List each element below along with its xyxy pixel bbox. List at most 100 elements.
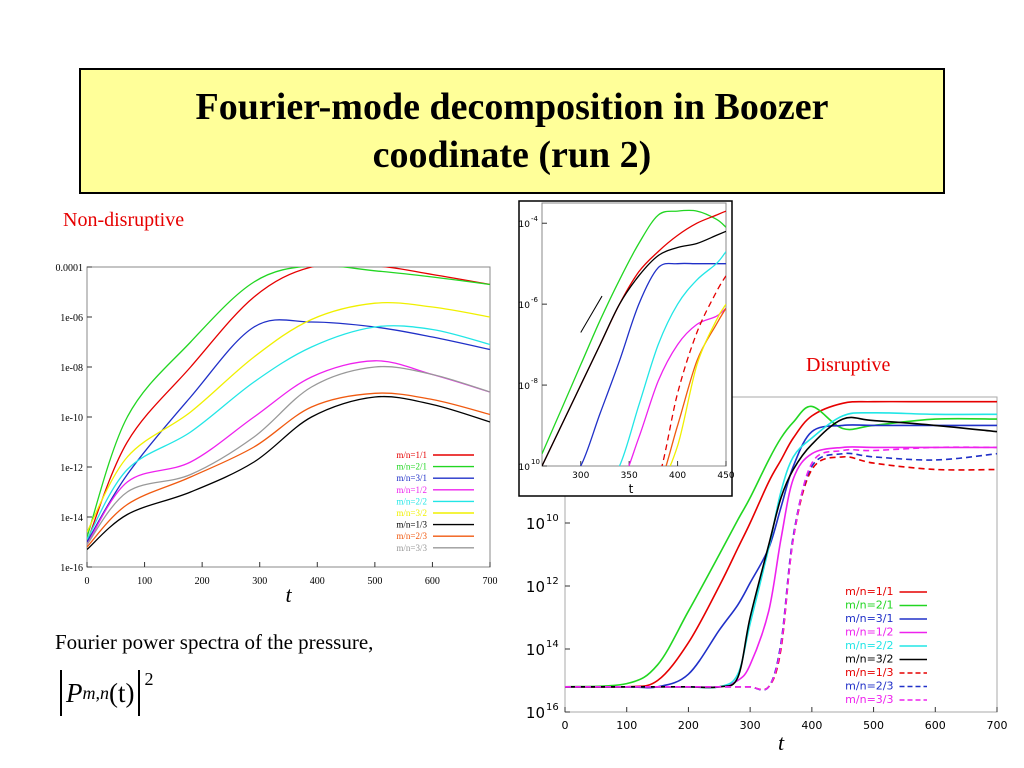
series-line-m-n-3-3 [87, 365, 490, 545]
legend-label: m/n=2/3 [845, 680, 893, 693]
x-tick-label: 200 [678, 719, 699, 732]
legend-label: m/n=1/1 [845, 585, 893, 598]
series-line-m-n-3-2 [87, 301, 490, 533]
legend-label: m/n=3/3 [845, 693, 893, 706]
x-tick-label: 300 [740, 719, 761, 732]
y-tick-exponent: 10 [531, 458, 540, 466]
plot-area [541, 202, 727, 467]
x-tick-label: 300 [572, 471, 589, 481]
x-tick-label: 400 [310, 576, 325, 587]
x-tick-label: 600 [425, 576, 440, 587]
y-tick-base: 10 [526, 641, 545, 659]
y-tick-base: 10 [519, 301, 531, 311]
y-tick-exponent: -4 [531, 215, 539, 223]
legend-label: m/n=1/3 [396, 520, 427, 530]
legend-label: m/n=1/2 [396, 485, 427, 495]
y-tick-base: 10 [526, 704, 545, 722]
plot-area [86, 266, 491, 568]
series-line-m-n-1-2 [628, 307, 726, 466]
tangent-line [580, 295, 603, 333]
formula-subscript: m,n [82, 682, 110, 703]
y-tick-exponent: -8 [531, 377, 538, 385]
x-tick-label: 200 [195, 576, 210, 587]
inset-frame [518, 200, 733, 497]
label-disruptive: Disruptive [806, 354, 891, 376]
x-tick-label: 500 [863, 719, 884, 732]
slide-title-line2: coodinate (run 2) [372, 134, 652, 176]
slide-title-line1: Fourier-mode decomposition in Boozer [195, 86, 829, 128]
legend-label: m/n=3/2 [845, 653, 893, 666]
series-line-m-n-2-1 [542, 209, 726, 455]
x-tick-label: 450 [717, 471, 734, 481]
y-tick-label: 1e-16 [60, 563, 83, 574]
x-tick-label: 350 [621, 471, 638, 481]
y-tick-label: 0.0001 [56, 263, 84, 274]
formula-symbol: P [66, 677, 83, 708]
chart-1: 0 100 200 300 400 500 600 700 t 0.0001 1e-06 1e-08 1… [56, 263, 498, 607]
y-tick-exponent: 12 [546, 576, 559, 587]
y-tick-base: 10 [526, 578, 545, 596]
y-tick-exponent: 14 [546, 639, 559, 650]
x-tick-label: 100 [137, 576, 152, 587]
series-line-m-n-3-1 [579, 262, 726, 466]
legend-label: m/n=3/2 [396, 508, 427, 518]
series-line-m-n-1-2 [87, 360, 490, 545]
x-tick-label: 0 [562, 719, 569, 732]
y-tick-label: 1e-12 [60, 463, 83, 474]
series-line-m-n-3-3 [565, 446, 997, 691]
y-tick-label: 1e-10 [60, 413, 83, 424]
x-axis-label: t [778, 730, 785, 755]
y-tick-label: 1e-08 [60, 363, 83, 374]
legend-label: m/n=1/3 [845, 666, 893, 679]
formula-power: 2 [144, 668, 154, 689]
y-tick-exponent: 10 [546, 513, 559, 524]
formula-arg: (t) [109, 677, 135, 708]
legend-label: m/n=1/1 [396, 450, 427, 460]
plot-area [564, 396, 998, 713]
y-tick-base: 10 [519, 382, 531, 392]
series-line-m-n-2-2 [618, 251, 726, 466]
legend-label: m/n=2/2 [396, 496, 427, 506]
y-tick-base: 10 [519, 220, 531, 230]
x-tick-label: 400 [801, 719, 822, 732]
legend-label: m/n=1/2 [845, 626, 893, 639]
x-tick-label: 700 [483, 576, 498, 587]
legend-label: m/n=2/2 [845, 639, 893, 652]
x-axis-label: t [629, 482, 634, 496]
series-line-m-n-2-3 [87, 392, 490, 548]
title-box: Fourier-mode decomposition in Boozer coo… [79, 68, 945, 194]
series-line-m-n-3-2 [669, 303, 726, 466]
legend-label: m/n=3/1 [845, 612, 893, 625]
series-line-m-n-1-1 [87, 267, 490, 543]
x-tick-label: 100 [616, 719, 637, 732]
x-axis-label: t [285, 582, 292, 607]
formula-abs-bar-left [60, 670, 62, 716]
y-tick-base: 10 [526, 515, 545, 533]
series-line-m-n-2-1 [565, 405, 997, 688]
legend-label: m/n=3/1 [396, 473, 427, 483]
y-tick-exponent: 16 [546, 702, 559, 713]
legend-label: m/n=3/3 [396, 543, 427, 553]
label-non-disruptive: Non-disruptive [63, 209, 185, 231]
series-line-m-n-1-1 [565, 400, 997, 689]
x-tick-label: 500 [367, 576, 382, 587]
y-tick-base: 10 [519, 463, 531, 473]
x-tick-label: 600 [925, 719, 946, 732]
formula-abs-bar-right [138, 670, 141, 716]
y-tick-label: 1e-14 [60, 513, 83, 524]
x-tick-label: 300 [252, 576, 267, 587]
legend-label: m/n=2/1 [845, 599, 893, 612]
x-tick-label: 700 [987, 719, 1008, 732]
series-line-m-n-2-2 [87, 325, 490, 540]
y-tick-label: 1e-06 [60, 313, 83, 324]
series-line-m-n-1-3 [661, 275, 726, 466]
series-line-m-n-1-3 [87, 395, 490, 550]
series-line-m-n-2-1 [87, 267, 490, 538]
y-tick-exponent: -6 [531, 296, 539, 304]
legend-label: m/n=2/1 [396, 462, 427, 472]
caption: Fourier power spectra of the pressure, [55, 630, 374, 654]
x-tick-label: 0 [85, 576, 90, 587]
